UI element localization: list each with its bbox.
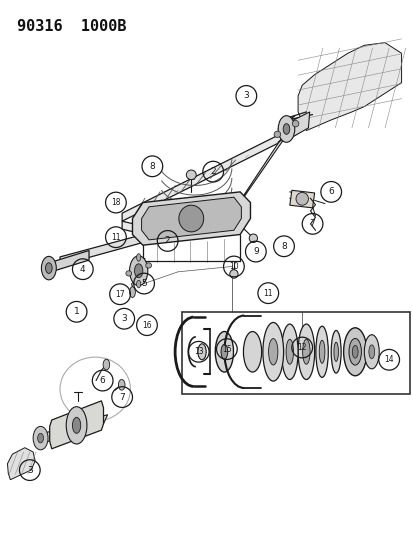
Ellipse shape	[262, 322, 283, 381]
Ellipse shape	[145, 263, 151, 268]
Ellipse shape	[129, 256, 147, 286]
Text: 2: 2	[210, 167, 216, 176]
Ellipse shape	[348, 338, 361, 365]
Text: 3: 3	[243, 92, 249, 100]
Text: 8: 8	[149, 162, 155, 171]
Ellipse shape	[229, 270, 237, 278]
Text: 90316  1000B: 90316 1000B	[17, 19, 126, 34]
Text: 1: 1	[74, 308, 79, 316]
Text: 10: 10	[228, 262, 238, 271]
Bar	[182, 312, 409, 394]
Text: 17: 17	[115, 290, 125, 298]
Ellipse shape	[249, 234, 257, 243]
Ellipse shape	[41, 256, 56, 280]
Ellipse shape	[197, 344, 206, 360]
Text: 6: 6	[328, 188, 333, 196]
Polygon shape	[47, 251, 89, 273]
Polygon shape	[50, 401, 103, 449]
Ellipse shape	[268, 338, 277, 365]
Polygon shape	[7, 448, 35, 480]
Text: 7: 7	[119, 393, 125, 401]
Ellipse shape	[221, 344, 227, 359]
Text: 9: 9	[252, 247, 258, 256]
Text: 3: 3	[121, 314, 127, 323]
Ellipse shape	[318, 340, 324, 364]
Text: 14: 14	[383, 356, 393, 364]
Ellipse shape	[186, 170, 196, 180]
Text: 16: 16	[142, 321, 152, 329]
Ellipse shape	[292, 120, 298, 127]
Ellipse shape	[33, 426, 48, 450]
Ellipse shape	[243, 332, 261, 372]
Polygon shape	[122, 125, 297, 221]
Ellipse shape	[282, 124, 289, 134]
Text: 18: 18	[111, 198, 120, 207]
Polygon shape	[240, 123, 291, 203]
Ellipse shape	[66, 407, 87, 444]
Text: 15: 15	[221, 345, 231, 353]
Polygon shape	[141, 197, 241, 240]
Polygon shape	[289, 112, 309, 139]
Text: 7: 7	[309, 220, 315, 228]
Ellipse shape	[136, 280, 140, 288]
Ellipse shape	[333, 342, 337, 361]
Ellipse shape	[363, 335, 378, 369]
Ellipse shape	[178, 205, 203, 232]
Ellipse shape	[295, 192, 308, 205]
Text: 8: 8	[280, 242, 286, 251]
Ellipse shape	[136, 254, 140, 261]
Ellipse shape	[134, 264, 142, 278]
Ellipse shape	[302, 340, 309, 364]
Polygon shape	[289, 190, 314, 208]
Polygon shape	[132, 192, 250, 245]
Ellipse shape	[351, 345, 357, 358]
Text: 11: 11	[263, 289, 272, 297]
Ellipse shape	[330, 330, 340, 373]
Text: 5: 5	[141, 279, 147, 288]
Text: 4: 4	[80, 265, 85, 273]
Text: 12: 12	[297, 343, 306, 352]
Text: 6: 6	[100, 376, 105, 385]
Polygon shape	[297, 43, 401, 131]
Ellipse shape	[118, 379, 125, 390]
Ellipse shape	[278, 116, 294, 142]
Ellipse shape	[129, 287, 135, 297]
Ellipse shape	[285, 340, 293, 364]
Ellipse shape	[72, 417, 81, 433]
Ellipse shape	[45, 263, 52, 273]
Ellipse shape	[315, 326, 328, 377]
Text: 13: 13	[193, 348, 203, 356]
Polygon shape	[41, 415, 107, 443]
Ellipse shape	[297, 324, 314, 379]
Ellipse shape	[38, 433, 43, 443]
Ellipse shape	[273, 131, 280, 138]
Polygon shape	[122, 221, 145, 235]
Ellipse shape	[343, 328, 366, 376]
Ellipse shape	[103, 359, 109, 370]
Polygon shape	[60, 235, 142, 265]
Ellipse shape	[281, 324, 297, 379]
Ellipse shape	[126, 271, 131, 276]
Text: 2: 2	[164, 237, 170, 245]
Text: 11: 11	[111, 233, 120, 241]
Text: 3: 3	[27, 466, 33, 474]
Ellipse shape	[368, 345, 374, 359]
Ellipse shape	[215, 332, 233, 372]
